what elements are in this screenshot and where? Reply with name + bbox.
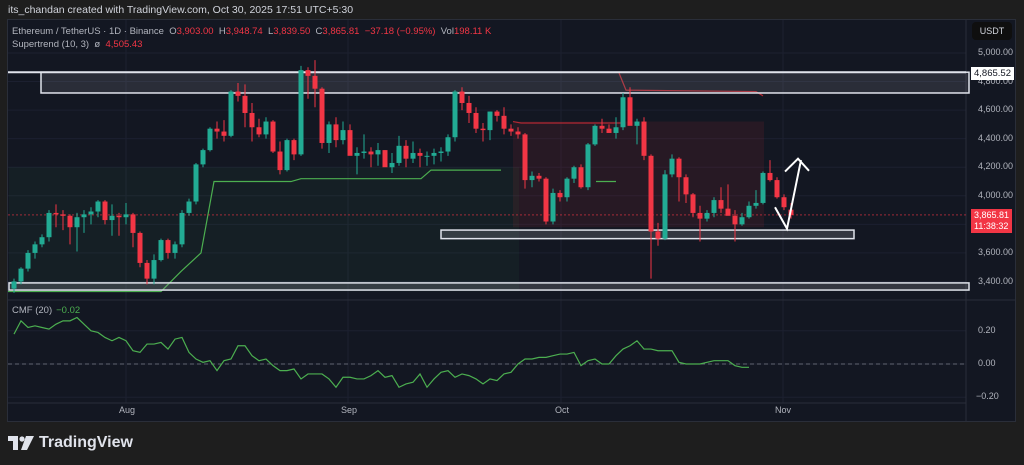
cmf-legend[interactable]: CMF (20) −0.02: [12, 305, 80, 316]
date-axis-label: Oct: [555, 405, 570, 415]
tradingview-logo[interactable]: TradingView: [8, 434, 133, 452]
price-axis-label: 4,600.00: [978, 104, 1014, 114]
cmf-axis-label: 0.20: [978, 325, 996, 335]
close-label: C: [315, 26, 323, 37]
symbol-legend[interactable]: Ethereum / TetherUS · 1D · Binance O3,90…: [12, 26, 491, 37]
last-price: 3,865.81: [974, 210, 1010, 220]
cmf-axis-label: −0.20: [976, 391, 999, 401]
chart-panel[interactable]: [7, 19, 1016, 422]
supertrend-legend[interactable]: Supertrend (10, 3) ø 4,505.43: [12, 39, 142, 50]
symbol-name[interactable]: Ethereum / TetherUS · 1D · Binance: [12, 26, 164, 37]
tradingview-logo-text: TradingView: [39, 434, 133, 451]
tradingview-logo-icon: [8, 436, 34, 450]
chart-attribution: its_chandan created with TradingView.com…: [8, 4, 354, 16]
date-axis-label: Aug: [119, 405, 136, 415]
date-axis-label: Nov: [775, 405, 792, 415]
price-axis-label: 3,400.00: [978, 276, 1014, 286]
volume-value: 198.11 K: [453, 26, 492, 37]
high-value: 3,948.74: [225, 26, 263, 37]
change-value: −37.18 (−0.95%): [364, 26, 436, 37]
price-axis-label: 3,600.00: [978, 247, 1014, 257]
low-value: 3,839.50: [273, 26, 311, 37]
price-axis-label: 4,000.00: [978, 190, 1014, 200]
high-label: H: [218, 26, 226, 37]
currency-button[interactable]: USDT: [972, 22, 1012, 40]
supertrend-label[interactable]: Supertrend (10, 3): [12, 39, 90, 50]
cmf-axis-label: 0.00: [978, 358, 996, 368]
supertrend-value: 4,505.43: [105, 39, 143, 50]
source-symbol: ø: [94, 39, 101, 50]
price-axis-label: 4,200.00: [978, 161, 1014, 171]
price-axis-label: 4,400.00: [978, 133, 1014, 143]
bar-countdown: 11:38:32: [974, 221, 1009, 231]
close-value: 3,865.81: [322, 26, 360, 37]
date-axis-label: Sep: [341, 405, 358, 415]
open-value: 3,903.00: [176, 26, 214, 37]
open-label: O: [169, 26, 177, 37]
low-label: L: [267, 26, 274, 37]
last-price-tag: 3,865.81 11:38:32: [971, 209, 1013, 233]
cmf-label[interactable]: CMF (20): [12, 305, 53, 316]
cmf-value: −0.02: [56, 305, 81, 316]
price-axis-label: 5,000.00: [978, 47, 1014, 57]
volume-label: Vol: [440, 26, 454, 37]
price-chart-canvas[interactable]: [8, 20, 1016, 422]
resistance-price-tag: 4,865.52: [971, 67, 1014, 80]
price-axis-label: 4,800.00: [978, 76, 1014, 86]
